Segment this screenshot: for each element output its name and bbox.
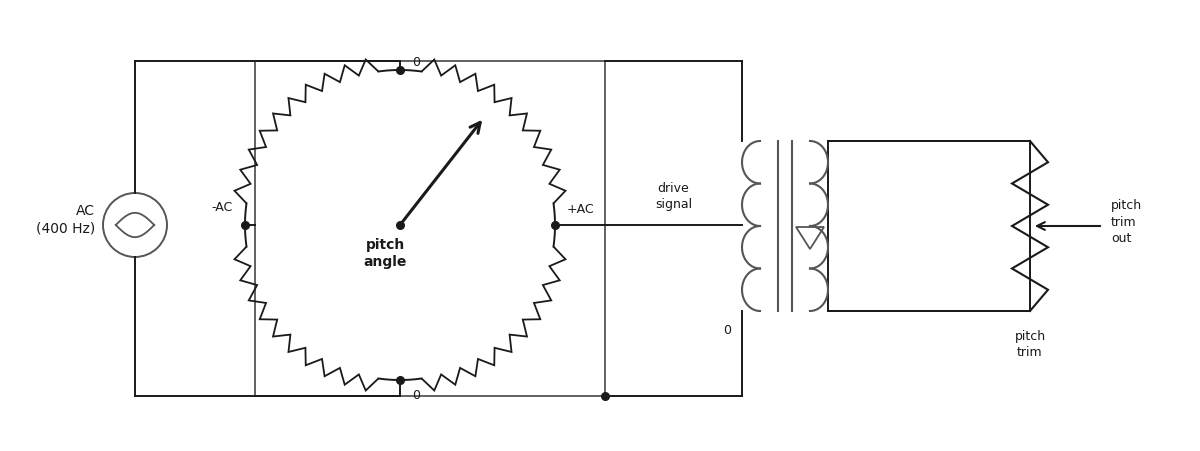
Text: 0: 0 [412, 388, 420, 401]
Text: pitch
trim: pitch trim [1014, 329, 1045, 358]
Text: -AC: -AC [211, 201, 233, 213]
Text: 0: 0 [412, 56, 420, 69]
Text: pitch
trim
out: pitch trim out [1111, 199, 1142, 244]
Bar [828, 142, 1030, 311]
Text: AC
(400 Hz): AC (400 Hz) [36, 204, 95, 235]
Text: +AC: +AC [568, 202, 595, 216]
Bar [256, 62, 605, 396]
Text: pitch
angle: pitch angle [364, 238, 407, 269]
Text: 0: 0 [722, 323, 731, 336]
Text: drive
signal: drive signal [655, 182, 692, 211]
